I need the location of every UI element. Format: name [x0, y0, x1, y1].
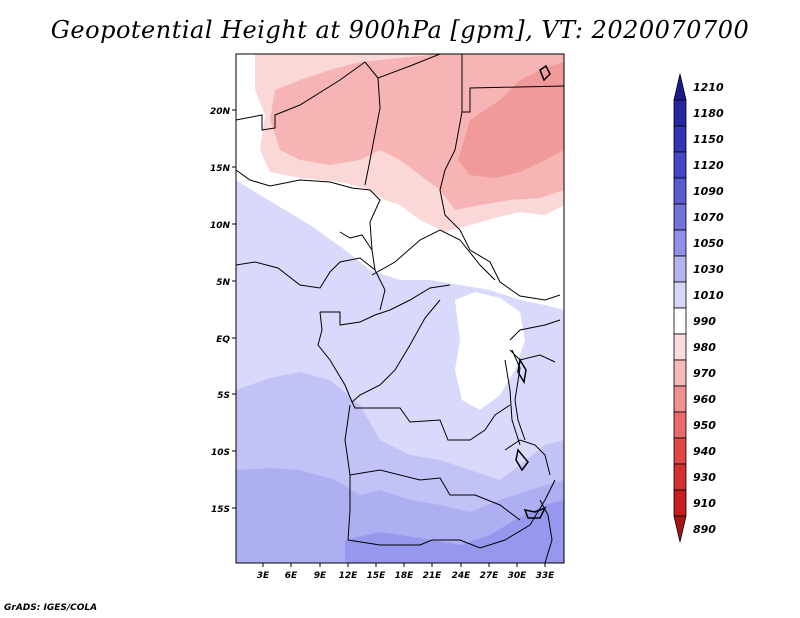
- contour-960-region: [458, 62, 564, 178]
- colorbar-segment: [673, 151, 687, 179]
- colorbar-label: 1050: [693, 237, 724, 250]
- grads-credit: GrADS: IGES/COLA: [4, 603, 98, 613]
- lat-tick-10n: 10N: [210, 221, 231, 231]
- colorbar-segment: [673, 229, 687, 257]
- lon-tick-6e: 6E: [285, 571, 298, 581]
- lat-tick-15n: 15N: [210, 164, 231, 174]
- colorbar-segment: [673, 463, 687, 491]
- contour-990-gap: [455, 292, 525, 410]
- lat-tick-eq: EQ: [216, 335, 230, 345]
- lat-tick-5n: 5N: [216, 278, 230, 288]
- colorbar-segment: [673, 177, 687, 205]
- lat-tick-10s: 10S: [211, 448, 230, 458]
- lon-tick-9e: 9E: [314, 571, 327, 581]
- colorbar-segment: [673, 489, 687, 517]
- axis-ticks: [232, 109, 546, 567]
- lat-tick-15s: 15S: [211, 505, 230, 515]
- colorbar-segment: [673, 359, 687, 387]
- lon-tick-24e: 24E: [452, 571, 472, 581]
- lon-tick-18e: 18E: [395, 571, 415, 581]
- colorbar-label: 970: [693, 367, 716, 380]
- colorbar-label: 1180: [693, 107, 724, 120]
- colorbar-segment: [673, 307, 687, 335]
- colorbar-segment: [673, 125, 687, 153]
- lon-tick-30e: 30E: [508, 571, 528, 581]
- colorbar-segment: [673, 411, 687, 439]
- colorbar-segment: [673, 385, 687, 413]
- colorbar-label: 910: [693, 497, 716, 510]
- lat-tick-labels: 20N 15N 10N 5N EQ 5S 10S 15S: [210, 107, 231, 515]
- colorbar-label: 1150: [693, 133, 724, 146]
- colorbar-label: 980: [693, 341, 716, 354]
- colorbar-label: 960: [693, 393, 716, 406]
- map-title: Geopotential Height at 900hPa [gpm], VT:…: [50, 16, 750, 44]
- colorbar-segment: [673, 255, 687, 283]
- lon-tick-33e: 33E: [536, 571, 556, 581]
- colorbar-bottom-triangle: [673, 515, 687, 543]
- colorbar-segment: [673, 99, 687, 127]
- lon-tick-12e: 12E: [339, 571, 359, 581]
- lat-tick-5s: 5S: [217, 391, 230, 401]
- colorbar-label: 1070: [693, 211, 724, 224]
- colorbar-label: 950: [693, 419, 716, 432]
- colorbar-label: 1010: [693, 289, 724, 302]
- colorbar-segment: [673, 203, 687, 231]
- colorbar-label: 890: [693, 523, 716, 536]
- colorbar-top-triangle: [673, 73, 687, 101]
- colorbar-segment: [673, 281, 687, 309]
- colorbar-label: 930: [693, 471, 716, 484]
- colorbar-segment: [673, 333, 687, 361]
- lon-tick-3e: 3E: [257, 571, 270, 581]
- lon-tick-labels: 3E 6E 9E 12E 15E 18E 21E 24E 27E 30E 33E: [257, 571, 555, 581]
- country-borders: [236, 54, 564, 563]
- colorbar-label: 1090: [693, 185, 724, 198]
- contour-1070-region: [345, 500, 564, 563]
- colorbar-label: 940: [693, 445, 716, 458]
- lon-tick-27e: 27E: [480, 571, 500, 581]
- lon-tick-21e: 21E: [423, 571, 443, 581]
- lake-outlines: [515, 64, 551, 519]
- colorbar-segment: [673, 437, 687, 465]
- lon-tick-15e: 15E: [367, 571, 387, 581]
- colorbar: 1210 1180 1150 1120 1090 1070 1050 1030 1010 990 9…: [673, 73, 724, 543]
- colorbar-label: 990: [693, 315, 716, 328]
- colorbar-label: 1030: [693, 263, 724, 276]
- map-frame: [235, 53, 565, 564]
- geopotential-field: [236, 54, 564, 563]
- colorbar-label: 1120: [693, 159, 724, 172]
- lat-tick-20n: 20N: [210, 107, 231, 117]
- colorbar-label: 1210: [693, 81, 724, 94]
